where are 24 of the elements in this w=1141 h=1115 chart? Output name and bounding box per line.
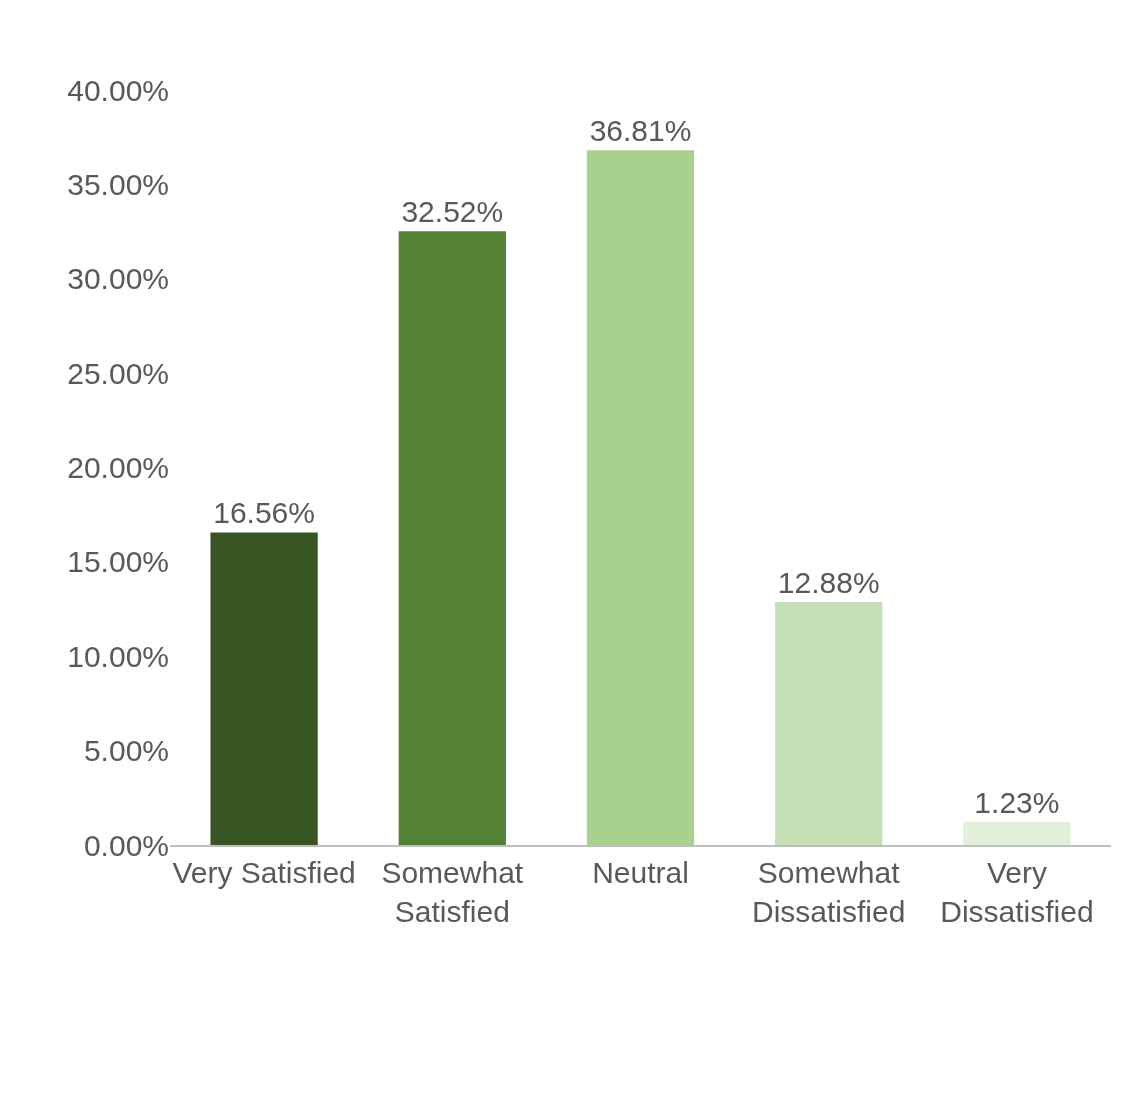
x-tick-label: Very Satisfied bbox=[172, 856, 356, 889]
y-tick-label: 20.00% bbox=[67, 451, 169, 484]
y-tick-label: 40.00% bbox=[67, 73, 169, 107]
y-tick-label: 5.00% bbox=[83, 734, 169, 768]
x-tick-label: Somewhat Dissatisfied bbox=[752, 856, 906, 928]
bar bbox=[398, 231, 506, 845]
bar bbox=[775, 601, 883, 845]
bar bbox=[963, 821, 1071, 845]
y-tick-label: 35.00% bbox=[67, 167, 169, 201]
data-label: 32.52% bbox=[401, 195, 504, 229]
y-tick-label: 0.00% bbox=[83, 828, 169, 862]
x-tick-label: Very Dissatisfied bbox=[940, 856, 1094, 928]
x-tick-label: Somewhat Satisfied bbox=[381, 856, 524, 928]
y-tick-label: 15.00% bbox=[67, 545, 169, 579]
y-tick-label: 25.00% bbox=[67, 356, 169, 390]
data-label: 16.56% bbox=[213, 496, 315, 530]
y-tick-label: 10.00% bbox=[67, 639, 169, 673]
bar bbox=[210, 532, 318, 845]
y-tick-label: 30.00% bbox=[67, 262, 169, 296]
bar bbox=[586, 150, 695, 845]
data-label: 1.23% bbox=[974, 785, 1060, 819]
data-label: 12.88% bbox=[777, 565, 880, 599]
x-tick-label: Neutral bbox=[592, 856, 689, 889]
data-label: 36.81% bbox=[589, 114, 692, 148]
